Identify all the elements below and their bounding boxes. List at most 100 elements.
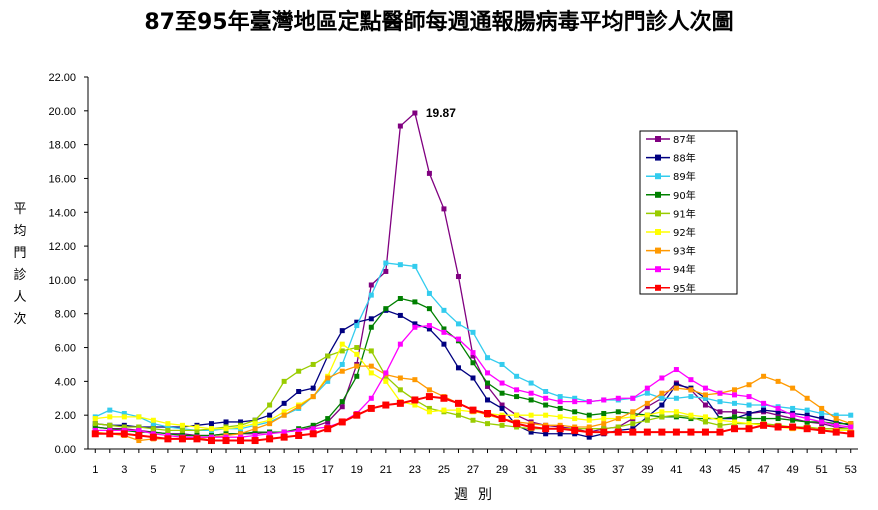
data-point bbox=[775, 409, 781, 415]
data-point bbox=[281, 400, 287, 406]
data-point bbox=[659, 409, 665, 415]
data-point bbox=[774, 423, 782, 431]
data-point bbox=[557, 405, 563, 411]
data-point bbox=[572, 409, 578, 415]
data-point bbox=[164, 435, 172, 443]
data-point bbox=[296, 427, 302, 433]
data-point bbox=[310, 385, 316, 391]
y-axis-label-char: 平 bbox=[13, 202, 26, 217]
data-point bbox=[732, 387, 738, 393]
y-tick-label: 22.00 bbox=[48, 72, 76, 84]
data-point bbox=[383, 268, 389, 274]
data-point bbox=[252, 432, 258, 438]
data-point bbox=[485, 380, 491, 386]
x-tick-label: 29 bbox=[496, 464, 508, 476]
data-point bbox=[687, 428, 695, 436]
data-point bbox=[732, 414, 738, 420]
data-point bbox=[732, 400, 738, 406]
y-tick-label: 8.00 bbox=[55, 309, 76, 321]
data-point bbox=[732, 409, 738, 415]
y-tick-label: 20.00 bbox=[48, 106, 76, 118]
data-point bbox=[615, 395, 621, 401]
data-point bbox=[557, 431, 563, 437]
data-point bbox=[397, 375, 403, 381]
data-point bbox=[310, 426, 316, 432]
data-point bbox=[207, 437, 215, 445]
data-point bbox=[600, 428, 608, 436]
data-point bbox=[499, 422, 505, 428]
data-point bbox=[136, 424, 142, 430]
data-point bbox=[542, 425, 550, 433]
data-point bbox=[557, 399, 563, 405]
x-tick-label: 45 bbox=[728, 464, 740, 476]
data-point bbox=[485, 370, 491, 376]
data-point bbox=[614, 428, 622, 436]
data-point bbox=[601, 410, 607, 416]
legend-item: 90年 bbox=[646, 189, 696, 202]
data-point bbox=[368, 316, 374, 322]
data-point bbox=[368, 395, 374, 401]
data-point bbox=[354, 351, 360, 357]
data-point bbox=[847, 430, 855, 438]
data-point bbox=[775, 378, 781, 384]
data-point bbox=[528, 412, 534, 418]
data-point bbox=[514, 373, 520, 379]
data-point bbox=[267, 417, 273, 423]
data-point bbox=[543, 395, 549, 401]
data-point bbox=[411, 396, 419, 404]
y-tick-label: 14.00 bbox=[48, 207, 76, 219]
data-point bbox=[470, 417, 476, 423]
data-point bbox=[804, 416, 810, 422]
data-point bbox=[193, 435, 201, 443]
y-tick-label: 18.00 bbox=[48, 140, 76, 152]
data-point bbox=[790, 385, 796, 391]
data-point bbox=[280, 433, 288, 441]
data-point bbox=[412, 299, 418, 305]
data-point bbox=[121, 410, 127, 416]
data-point bbox=[702, 395, 708, 401]
legend-swatch-marker bbox=[655, 229, 661, 235]
data-point bbox=[368, 363, 374, 369]
x-tick-label: 3 bbox=[121, 464, 127, 476]
y-tick-label: 10.00 bbox=[48, 275, 76, 287]
data-point bbox=[514, 394, 520, 400]
data-point bbox=[354, 363, 360, 369]
data-point bbox=[601, 416, 607, 422]
data-point bbox=[252, 421, 258, 427]
data-point bbox=[426, 170, 432, 176]
data-point bbox=[586, 424, 592, 430]
data-point bbox=[615, 424, 621, 430]
legend-item: 89年 bbox=[646, 170, 696, 183]
legend-label: 88年 bbox=[673, 152, 696, 165]
peak-annotation: 19.87 bbox=[426, 106, 456, 120]
data-point bbox=[746, 382, 752, 388]
data-point bbox=[585, 428, 593, 436]
data-point bbox=[121, 414, 127, 420]
data-point bbox=[382, 401, 390, 409]
data-point bbox=[644, 385, 650, 391]
data-point bbox=[848, 412, 854, 418]
data-point bbox=[790, 405, 796, 411]
data-point bbox=[383, 370, 389, 376]
data-point bbox=[383, 306, 389, 312]
data-point bbox=[470, 329, 476, 335]
data-point bbox=[412, 110, 418, 116]
data-point bbox=[571, 426, 579, 434]
y-tick-label: 6.00 bbox=[55, 343, 76, 355]
y-axis-label-char: 次 bbox=[13, 311, 26, 327]
data-point bbox=[601, 397, 607, 403]
data-point bbox=[848, 421, 854, 427]
data-point bbox=[339, 399, 345, 405]
data-point bbox=[455, 274, 461, 280]
data-point bbox=[310, 422, 316, 428]
legend-swatch-marker bbox=[655, 136, 661, 142]
data-point bbox=[761, 416, 767, 422]
data-point bbox=[702, 392, 708, 398]
data-point bbox=[397, 296, 403, 302]
data-point bbox=[629, 428, 637, 436]
data-point bbox=[107, 414, 113, 420]
legend-item: 95年 bbox=[646, 282, 696, 295]
y-tick-label: 2.00 bbox=[55, 410, 76, 422]
data-point bbox=[426, 290, 432, 296]
